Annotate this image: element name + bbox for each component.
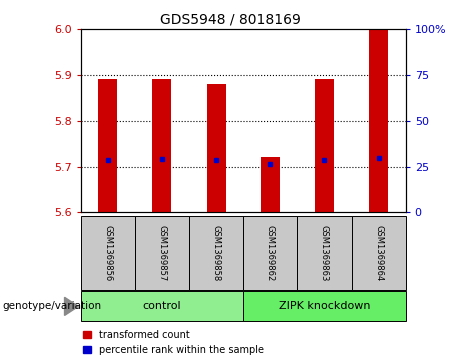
Text: GSM1369864: GSM1369864 (374, 225, 383, 281)
Bar (261, 158, 280, 212)
Text: GSM1369862: GSM1369862 (266, 225, 275, 281)
Bar (98, 79, 117, 212)
Text: GSM1369863: GSM1369863 (320, 225, 329, 281)
Legend: transformed count, percentile rank within the sample: transformed count, percentile rank withi… (83, 330, 264, 355)
Text: GSM1369858: GSM1369858 (212, 225, 221, 281)
Text: ZIPK knockdown: ZIPK knockdown (279, 301, 370, 311)
Bar (207, 84, 225, 212)
Text: GSM1369856: GSM1369856 (103, 225, 112, 281)
Bar (153, 79, 171, 212)
Text: GDS5948 / 8018169: GDS5948 / 8018169 (160, 13, 301, 27)
Text: control: control (142, 301, 181, 311)
Text: GSM1369857: GSM1369857 (157, 225, 166, 281)
Bar (315, 79, 334, 212)
Bar (369, 29, 388, 212)
Text: genotype/variation: genotype/variation (2, 301, 101, 311)
Polygon shape (65, 297, 78, 315)
